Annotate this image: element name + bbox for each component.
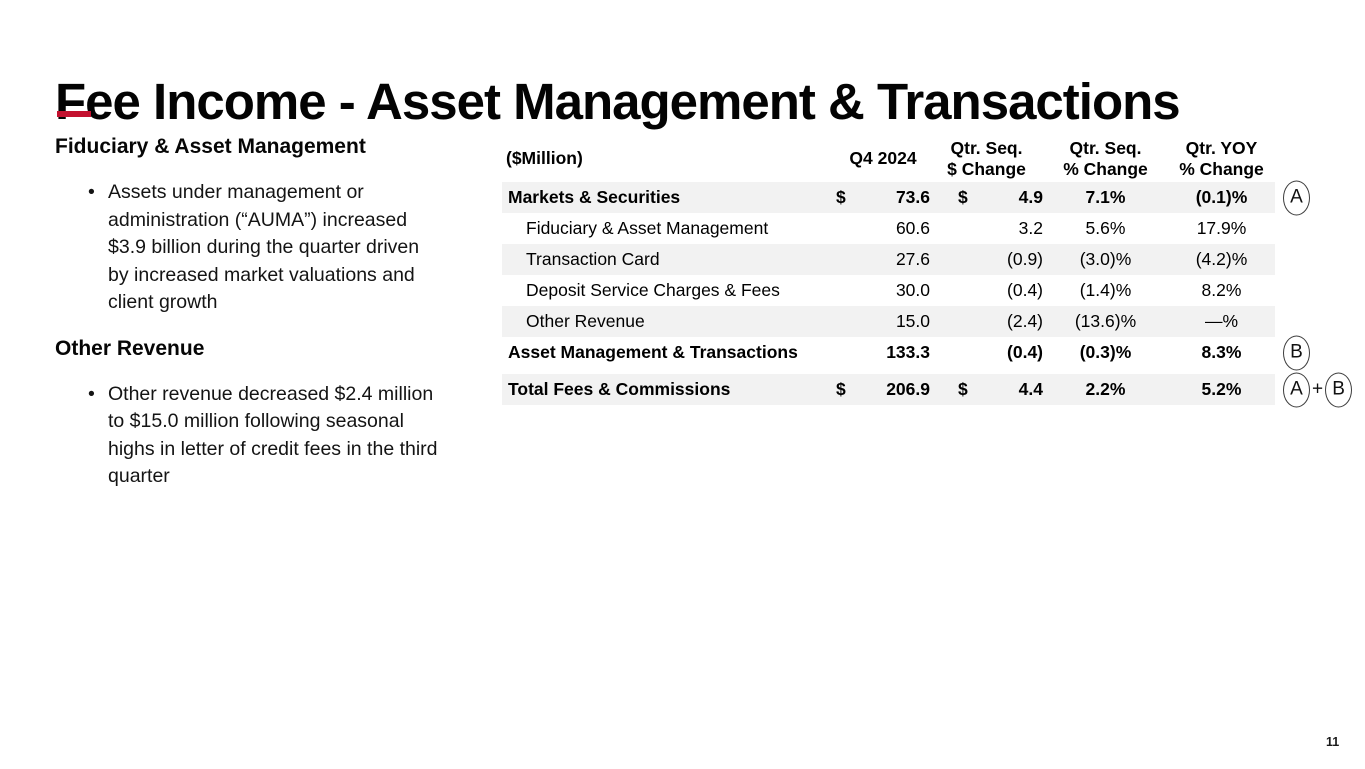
cell-seq-pct-change: 5.6% <box>1085 218 1126 238</box>
annotation-bubble: B <box>1325 372 1353 407</box>
cell-yoy-pct-change: 5.2% <box>1201 379 1242 399</box>
annotation-plus: + <box>1312 378 1324 400</box>
row-annotation: A <box>1283 180 1310 215</box>
section-heading-fiduciary: Fiduciary & Asset Management <box>55 135 366 158</box>
table-row: Total Fees & Commissions $ 206.9 $ 4.4 2… <box>502 372 1353 407</box>
bullet-text: Other revenue decreased $2.4 million to … <box>108 382 438 488</box>
cell-dollar-change: (0.4) <box>1007 342 1043 362</box>
table-row: Fiduciary & Asset Management 60.6 3.2 5.… <box>502 213 1275 244</box>
cell-currency-q4: $ <box>836 379 846 399</box>
bullet-dot: • <box>88 181 95 203</box>
cell-seq-pct-change: 7.1% <box>1085 187 1126 207</box>
cell-q4-value: 133.3 <box>886 342 930 362</box>
fee-income-table: ($Million) Q4 2024 Qtr. Seq. $ Change Qt… <box>502 135 1353 407</box>
cell-label: Deposit Service Charges & Fees <box>526 280 780 300</box>
section-heading-other-revenue: Other Revenue <box>55 336 205 360</box>
cell-label: Markets & Securities <box>508 187 681 207</box>
page-title: Fee Income - Asset Management & Transact… <box>55 73 1181 131</box>
cell-label: Transaction Card <box>526 249 660 269</box>
cell-dollar-change: (0.9) <box>1007 249 1043 269</box>
cell-seq-pct-change: (0.3)% <box>1079 342 1132 362</box>
cell-yoy-pct-change: 8.2% <box>1201 280 1242 300</box>
header-unit-label: ($Million) <box>506 148 583 168</box>
table-row: Other Revenue 15.0 (2.4) (13.6)% —% <box>502 306 1275 337</box>
cell-q4-value: 27.6 <box>895 249 930 269</box>
table-row: Markets & Securities $ 73.6 $ 4.9 7.1% (… <box>502 180 1310 215</box>
cell-currency-change: $ <box>958 187 968 207</box>
cell-q4-value: 15.0 <box>895 311 930 331</box>
cell-currency-q4: $ <box>836 187 846 207</box>
cell-yoy-pct-change: (0.1)% <box>1195 187 1248 207</box>
bullet-text: Assets under management or administratio… <box>108 181 420 313</box>
row-annotation: A + B <box>1283 372 1353 407</box>
cell-dollar-change: 4.9 <box>1018 187 1043 207</box>
cell-q4-value: 60.6 <box>895 218 930 238</box>
header-qtr-yoy-pct-change: Qtr. YOY % Change <box>1179 137 1264 179</box>
page-number: 11 <box>1326 735 1340 749</box>
bullet-item: • Assets under management or administrat… <box>55 179 439 317</box>
commentary-panel: Fiduciary & Asset Management • Assets un… <box>55 133 439 509</box>
table-row: Transaction Card 27.6 (0.9) (3.0)% (4.2)… <box>502 244 1275 275</box>
row-annotation: B <box>1283 335 1310 370</box>
cell-seq-pct-change: (13.6)% <box>1074 311 1137 331</box>
table-header-row: ($Million) Q4 2024 Qtr. Seq. $ Change Qt… <box>502 135 1275 182</box>
header-qtr-seq-dollar-change: Qtr. Seq. $ Change <box>947 137 1026 179</box>
bullet-dot: • <box>88 382 95 405</box>
annotation-bubble: B <box>1283 335 1310 370</box>
cell-dollar-change: (2.4) <box>1007 311 1043 331</box>
table-row: Asset Management & Transactions 133.3 (0… <box>502 335 1310 370</box>
cell-yoy-pct-change: 17.9% <box>1196 218 1247 238</box>
cell-dollar-change: 3.2 <box>1018 218 1043 238</box>
cell-seq-pct-change: (3.0)% <box>1079 249 1132 269</box>
cell-dollar-change: 4.4 <box>1018 379 1043 399</box>
cell-q4-value: 206.9 <box>886 379 930 399</box>
cell-label: Asset Management & Transactions <box>508 342 798 362</box>
cell-yoy-pct-change: 8.3% <box>1201 342 1242 362</box>
cell-seq-pct-change: 2.2% <box>1085 379 1126 399</box>
cell-currency-change: $ <box>958 379 968 399</box>
cell-label: Fiduciary & Asset Management <box>526 218 769 238</box>
cell-label: Other Revenue <box>526 311 645 331</box>
cell-q4-value: 73.6 <box>895 187 930 207</box>
annotation-bubble: A <box>1283 180 1310 215</box>
header-q4-2024: Q4 2024 <box>849 148 917 168</box>
cell-dollar-change: (0.4) <box>1007 280 1043 300</box>
header-qtr-seq-pct-change: Qtr. Seq. % Change <box>1063 137 1148 179</box>
cell-yoy-pct-change: (4.2)% <box>1195 249 1248 269</box>
cell-seq-pct-change: (1.4)% <box>1079 280 1132 300</box>
annotation-bubble: A <box>1283 372 1310 407</box>
cell-label: Total Fees & Commissions <box>508 379 731 399</box>
table-body: Markets & Securities $ 73.6 $ 4.9 7.1% (… <box>502 180 1353 407</box>
title-accent-bar <box>57 111 91 117</box>
cell-yoy-pct-change: —% <box>1204 311 1239 331</box>
table-row: Deposit Service Charges & Fees 30.0 (0.4… <box>502 275 1275 306</box>
cell-q4-value: 30.0 <box>895 280 930 300</box>
bullet-item: • Other revenue decreased $2.4 million t… <box>55 381 439 491</box>
